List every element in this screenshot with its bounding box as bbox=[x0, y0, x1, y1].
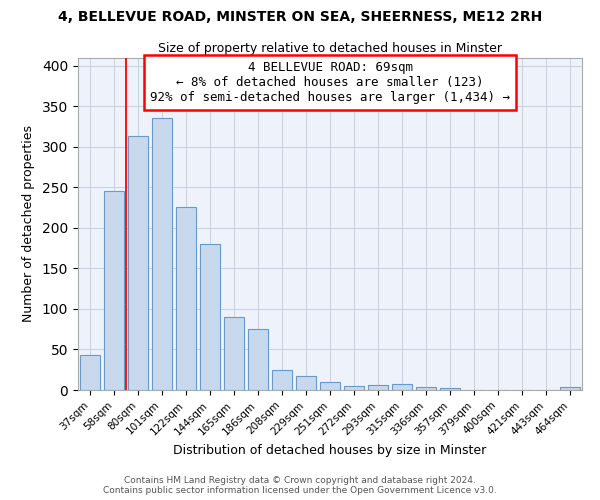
Bar bbox=[200, 244, 220, 390]
Bar bbox=[320, 382, 340, 390]
Bar bbox=[176, 206, 196, 390]
Text: Contains HM Land Registry data © Crown copyright and database right 2024.
Contai: Contains HM Land Registry data © Crown c… bbox=[103, 476, 497, 495]
Text: 4, BELLEVUE ROAD, MINSTER ON SEA, SHEERNESS, ME12 2RH: 4, BELLEVUE ROAD, MINSTER ON SEA, SHEERN… bbox=[58, 10, 542, 24]
Bar bbox=[344, 386, 364, 390]
Bar bbox=[440, 388, 460, 390]
Bar bbox=[248, 329, 268, 390]
Bar bbox=[128, 136, 148, 390]
Bar bbox=[152, 118, 172, 390]
Bar bbox=[392, 384, 412, 390]
Title: Size of property relative to detached houses in Minster: Size of property relative to detached ho… bbox=[158, 42, 502, 55]
Bar bbox=[104, 190, 124, 390]
Bar bbox=[224, 317, 244, 390]
Bar bbox=[80, 355, 100, 390]
Bar bbox=[368, 385, 388, 390]
Bar bbox=[296, 376, 316, 390]
Bar bbox=[272, 370, 292, 390]
Bar bbox=[560, 387, 580, 390]
X-axis label: Distribution of detached houses by size in Minster: Distribution of detached houses by size … bbox=[173, 444, 487, 456]
Y-axis label: Number of detached properties: Number of detached properties bbox=[22, 125, 35, 322]
Text: 4 BELLEVUE ROAD: 69sqm
← 8% of detached houses are smaller (123)
92% of semi-det: 4 BELLEVUE ROAD: 69sqm ← 8% of detached … bbox=[150, 61, 510, 104]
Bar bbox=[416, 387, 436, 390]
